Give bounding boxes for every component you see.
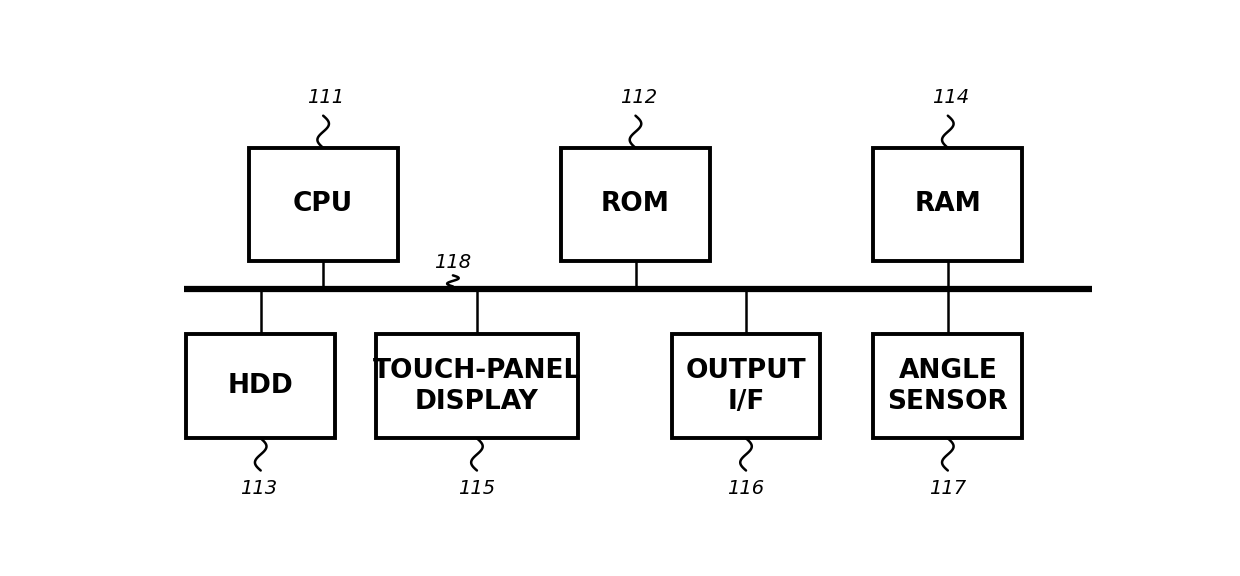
Bar [249, 148, 398, 261]
Text: 118: 118 [434, 252, 471, 271]
Bar [672, 334, 821, 438]
Text: TOUCH-PANEL
DISPLAY: TOUCH-PANEL DISPLAY [373, 358, 582, 415]
Text: OUTPUT
I/F: OUTPUT I/F [686, 358, 806, 415]
Text: ROM: ROM [601, 191, 670, 217]
Bar [873, 148, 1022, 261]
Text: 115: 115 [459, 479, 496, 498]
Text: 116: 116 [728, 479, 765, 498]
Text: 112: 112 [620, 89, 657, 108]
Bar [873, 334, 1022, 438]
Text: CPU: CPU [293, 191, 353, 217]
Text: 114: 114 [932, 89, 970, 108]
Text: ANGLE
SENSOR: ANGLE SENSOR [888, 358, 1008, 415]
Bar [376, 334, 578, 438]
Bar [186, 334, 335, 438]
Text: RAM: RAM [914, 191, 981, 217]
Bar [560, 148, 711, 261]
Text: 111: 111 [308, 89, 345, 108]
Text: HDD: HDD [228, 373, 294, 399]
Text: 113: 113 [241, 479, 278, 498]
Text: 117: 117 [929, 479, 966, 498]
